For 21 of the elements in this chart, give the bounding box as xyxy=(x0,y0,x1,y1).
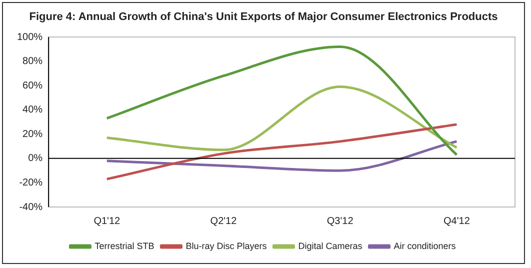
y-tick-label: 20% xyxy=(22,128,43,140)
line-series xyxy=(106,45,458,156)
legend-label: Digital Cameras xyxy=(298,240,363,251)
y-tick-label: 80% xyxy=(22,56,43,68)
x-tick-label: Q1'12 xyxy=(94,216,120,227)
line-series xyxy=(106,86,458,152)
y-tick-label: -40% xyxy=(19,202,43,213)
y-tick-label: 100% xyxy=(17,32,43,43)
y-tick-label: 0% xyxy=(28,153,43,164)
y-tick-label: -20% xyxy=(19,177,43,188)
x-tick-label: Q4'12 xyxy=(444,216,470,227)
legend-label: Terrestrial STB xyxy=(94,240,154,251)
x-tick-label: Q2'12 xyxy=(210,216,238,227)
x-tick-label: Q3'12 xyxy=(326,216,354,227)
chart-title: Figure 4: Annual Growth of China's Unit Exports of Major Consumer Electronics Products xyxy=(28,11,499,23)
legend-label: Air conditioners xyxy=(394,240,456,251)
y-tick-label: 60% xyxy=(22,80,43,92)
legend-label: Blu-ray Disc Players xyxy=(186,240,268,251)
y-tick-label: 40% xyxy=(22,104,43,116)
line-series xyxy=(106,140,458,172)
line-series xyxy=(106,123,458,180)
